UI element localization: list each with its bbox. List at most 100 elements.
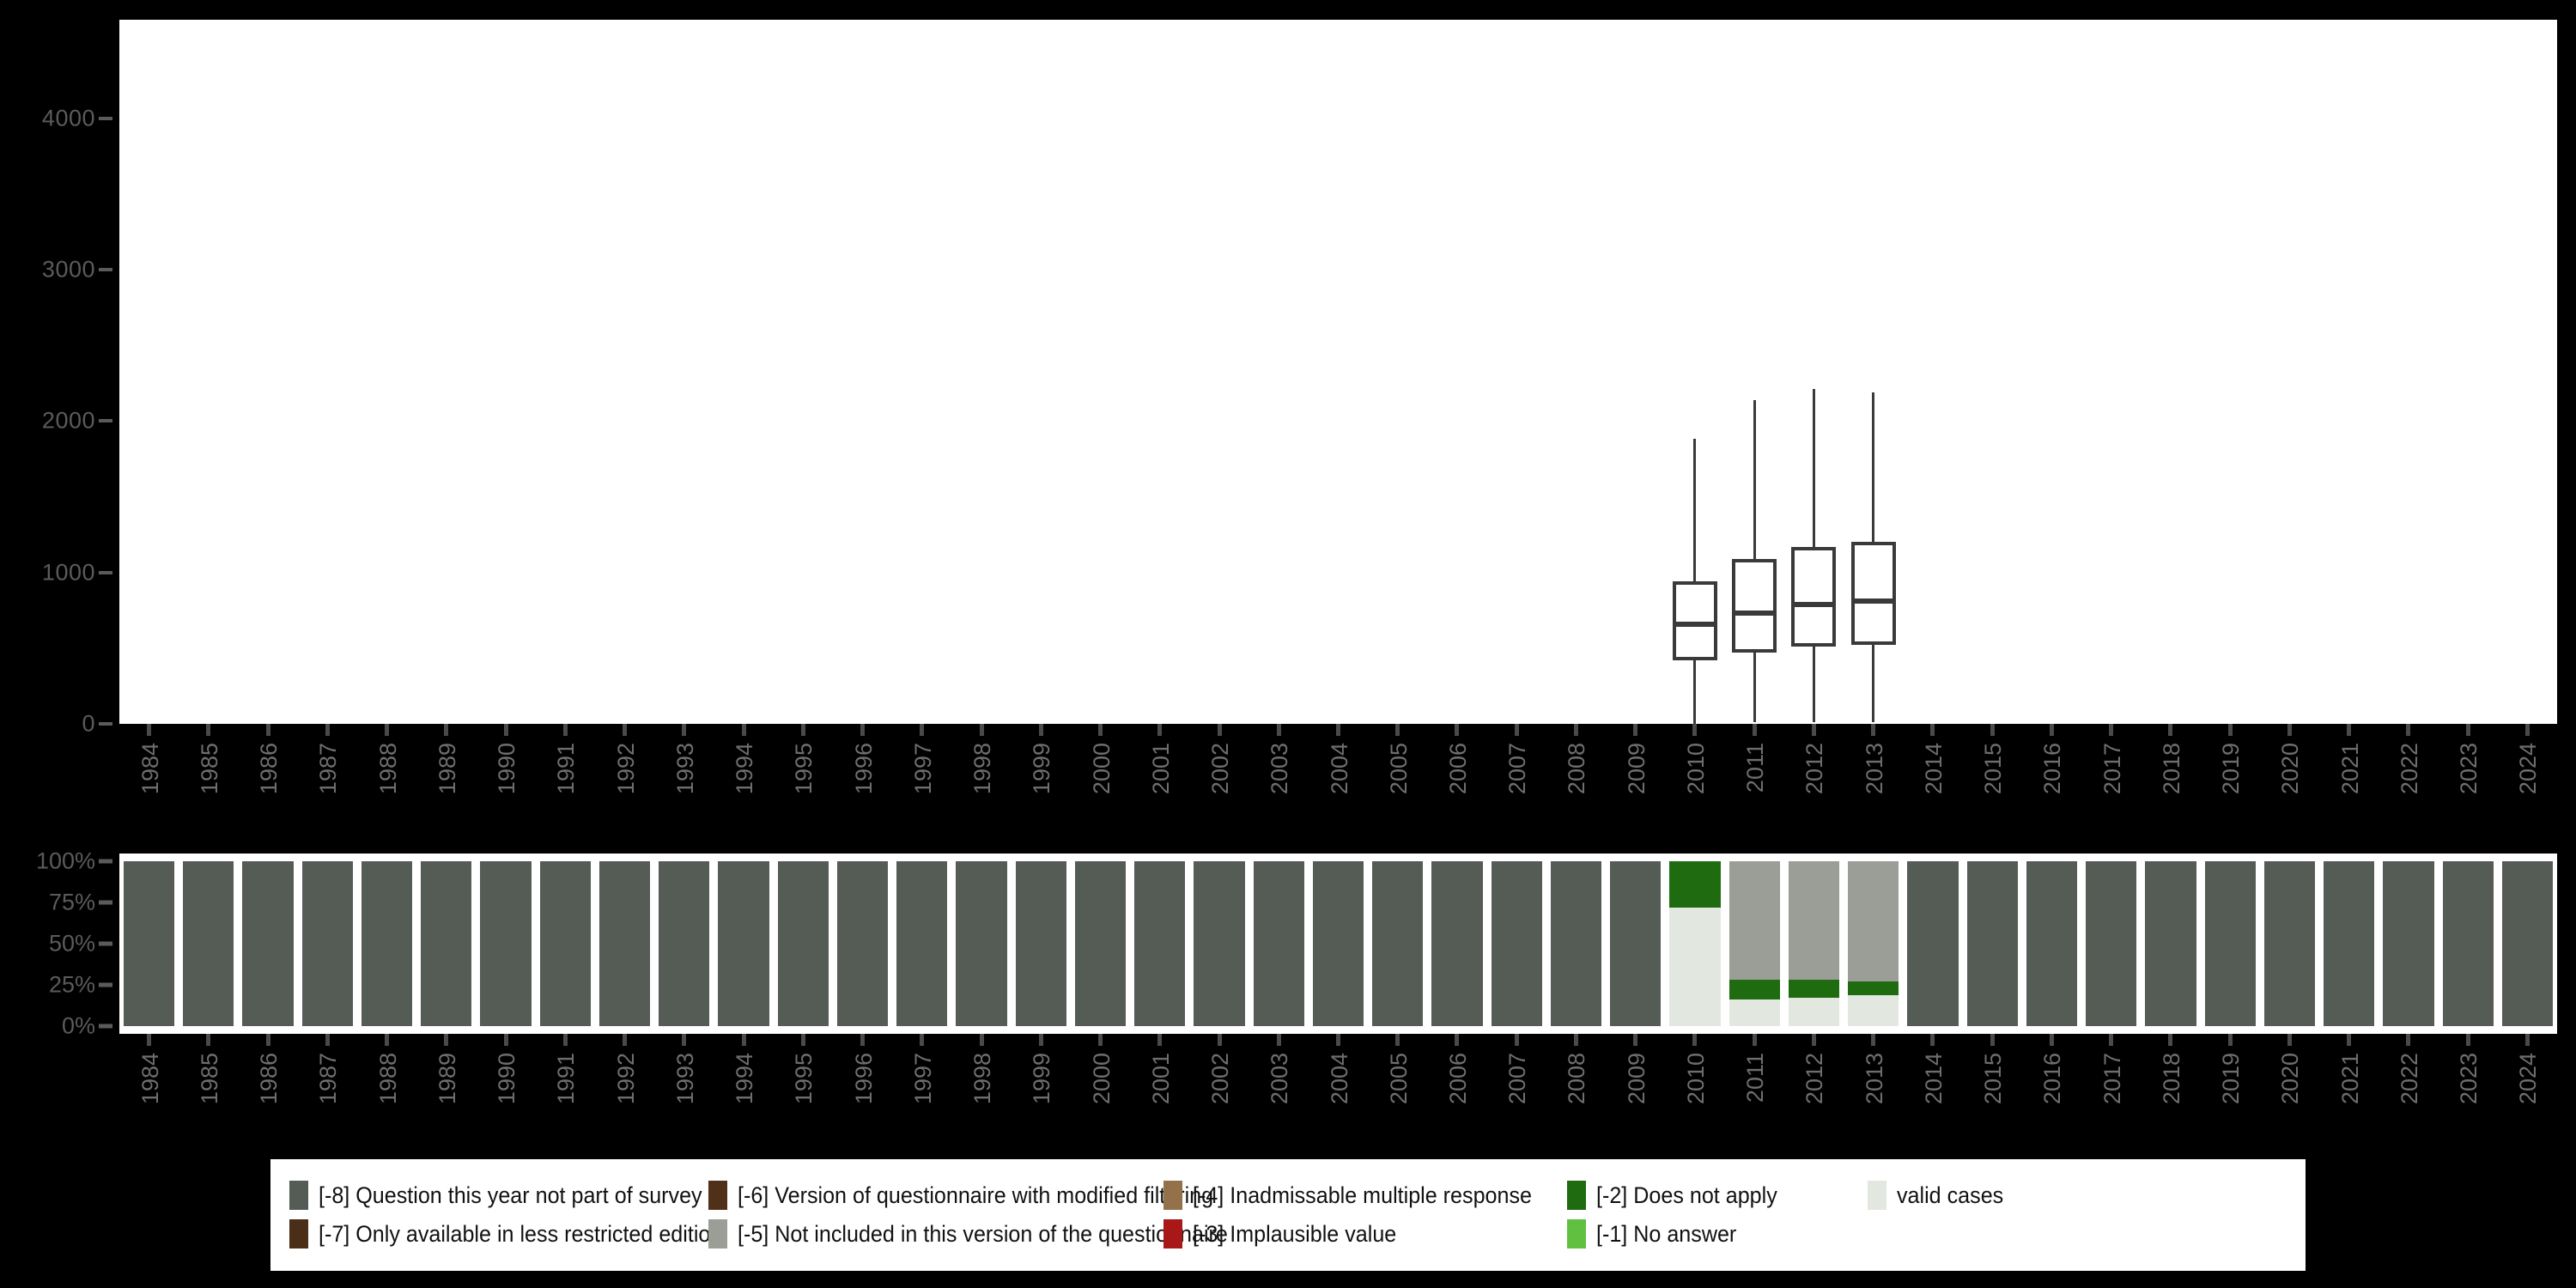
boxplot-x-tick-label: 2013 (1861, 743, 1887, 795)
stacked-bar-segment-valid (1669, 907, 1721, 1026)
stacked-bar-x-tick-label: 2024 (2515, 1053, 2542, 1105)
stacked-bar-column-1990 (480, 861, 532, 1026)
stacked-bar-segment-valid (1788, 998, 1840, 1026)
stacked-bar-x-tick-label: 1992 (612, 1053, 639, 1105)
stacked-bar-y-tick-mark (99, 941, 112, 946)
stacked-bar-x-tick-mark (1038, 1034, 1043, 1046)
legend-item--7[interactable]: [-7] Only available in less restricted e… (289, 1217, 753, 1251)
boxplot-x-tick-mark (1038, 724, 1043, 736)
legend-label--8: [-8] Question this year not part of surv… (319, 1182, 702, 1208)
stacked-bar-column-1984 (124, 861, 175, 1026)
boxplot-x-tick-mark (1217, 724, 1222, 736)
stacked-bar-x-tick-mark (503, 1034, 508, 1046)
stacked-bar-x-tick-label: 2015 (1980, 1053, 2007, 1105)
stacked-bar-column-1999 (1015, 861, 1066, 1026)
stacked-bar-x-tick-mark (444, 1034, 449, 1046)
stacked-bar-x-tick-label: 2013 (1861, 1053, 1887, 1105)
stacked-bar-segment--8 (539, 861, 591, 1026)
stacked-bar-x-tick-label: 1986 (256, 1053, 283, 1105)
stacked-bar-y-tick-mark (99, 982, 112, 987)
stacked-bar-x-tick-label: 2008 (1564, 1053, 1590, 1105)
stacked-bar-x-tick-label: 2006 (1444, 1053, 1471, 1105)
boxplot-x-tick-mark (1395, 724, 1400, 736)
boxplot-x-tick-mark (1930, 724, 1935, 736)
stacked-bar-x-tick-mark (920, 1034, 925, 1046)
legend-item--4[interactable]: [-4] Inadmissable multiple response (1163, 1178, 1558, 1212)
boxplot-x-tick-label: 1996 (850, 743, 877, 795)
stacked-bar-column-1987 (301, 861, 353, 1026)
boxplot-x-tick-mark (444, 724, 449, 736)
stacked-bar-column-1997 (896, 861, 948, 1026)
boxplot-x-tick-mark (800, 724, 805, 736)
boxplot-x-tick-mark (2109, 724, 2114, 736)
boxplot-x-tick-mark (2049, 724, 2054, 736)
boxplot-x-tick-label: 1989 (434, 743, 460, 795)
boxplot-x-tick-label: 2014 (1920, 743, 1947, 795)
stacked-bar-segment--8 (301, 861, 353, 1026)
stacked-bar-x-tick-mark (1692, 1034, 1698, 1046)
boxplot-x-tick-mark (1871, 724, 1876, 736)
stacked-bar-x-tick-mark (1871, 1034, 1876, 1046)
boxplot-y-tick-label: 3000 (41, 256, 95, 283)
boxplot-x-tick-label: 2007 (1504, 743, 1531, 795)
legend-swatch--8 (289, 1181, 308, 1210)
stacked-bar-y-tick-mark (99, 1024, 112, 1029)
legend-swatch--4 (1163, 1181, 1182, 1210)
stacked-bar-x-tick-label: 2017 (2099, 1053, 2125, 1105)
boxplot-x-tick-mark (562, 724, 568, 736)
stacked-bar-segment--8 (361, 861, 413, 1026)
stacked-bar-x-tick-label: 1996 (850, 1053, 877, 1105)
legend-item--6[interactable]: [-6] Version of questionnaire with modif… (708, 1178, 1249, 1212)
boxplot-y-tick-label: 2000 (41, 407, 95, 434)
legend-item--2[interactable]: [-2] Does not apply (1567, 1178, 1791, 1212)
stacked-bar-column-1994 (718, 861, 769, 1026)
stacked-bar-x-tick-mark (1336, 1034, 1340, 1046)
legend-swatch--3 (1163, 1219, 1182, 1249)
stacked-bar-column-2015 (1966, 861, 2018, 1026)
boxplot-y-tick-label: 0 (82, 710, 95, 737)
stacked-bar-x-tick-label: 2010 (1682, 1053, 1709, 1105)
stacked-bar-x-tick-mark (1811, 1034, 1816, 1046)
legend-label--3: [-3] Implausible value (1193, 1220, 1397, 1247)
boxplot-x-tick-label: 2012 (1801, 743, 1828, 795)
legend-swatch--5 (708, 1219, 727, 1249)
stacked-bar-x-tick-label: 2004 (1326, 1053, 1352, 1105)
stacked-bar-segment--8 (2086, 861, 2137, 1026)
stacked-bar-segment--8 (777, 861, 829, 1026)
stacked-bar-x-tick-label: 1999 (1029, 1053, 1055, 1105)
legend: [-8] Question this year not part of surv… (270, 1159, 2306, 1271)
stacked-bar-column-2000 (1074, 861, 1127, 1026)
stacked-bar-column-2024 (2501, 861, 2553, 1026)
boxplot-x-tick-mark (979, 724, 984, 736)
legend-swatch-valid (1868, 1181, 1886, 1210)
legend-item-valid[interactable]: valid cases (1868, 1178, 2012, 1212)
boxplot-y-tick-mark (99, 570, 112, 574)
stacked-bar-series (119, 861, 2557, 1026)
stacked-bar-x-tick-mark (206, 1034, 211, 1046)
boxplot-y-tick-mark (99, 722, 112, 726)
stacked-bar-column-2003 (1253, 861, 1304, 1026)
legend-item--1[interactable]: [-1] No answer (1567, 1217, 1747, 1251)
legend-item--3[interactable]: [-3] Implausible value (1163, 1217, 1412, 1251)
boxplot-2012 (1784, 20, 1844, 724)
boxplot-x-tick-label: 1985 (196, 743, 222, 795)
stacked-bar-segment--8 (718, 861, 769, 1026)
boxplot-x-tick-label: 2009 (1623, 743, 1649, 795)
stacked-bar-segment--8 (896, 861, 948, 1026)
stacked-bar-x-tick-label: 1995 (791, 1053, 817, 1105)
boxplot-x-tick-label: 2021 (2336, 743, 2363, 795)
legend-item--5[interactable]: [-5] Not included in this version of the… (708, 1217, 1265, 1251)
legend-label--7: [-7] Only available in less restricted e… (319, 1220, 723, 1247)
stacked-bar-x-tick-mark (860, 1034, 866, 1046)
boxplot-x-tick-label: 1984 (137, 743, 163, 795)
stacked-bar-segment--8 (836, 861, 889, 1026)
stacked-bar-x-tick-mark (325, 1034, 330, 1046)
boxplot-x-tick-mark (1573, 724, 1578, 736)
stacked-bar-x-tick-label: 1989 (434, 1053, 460, 1105)
stacked-bar-y-tick-label: 100% (35, 848, 95, 874)
boxplot-2011 (1725, 20, 1784, 724)
legend-item--8[interactable]: [-8] Question this year not part of surv… (289, 1178, 731, 1212)
boxplot-box (1732, 558, 1777, 653)
boxplot-x-tick-mark (147, 724, 152, 736)
stacked-bar-x-tick-mark (2109, 1034, 2114, 1046)
